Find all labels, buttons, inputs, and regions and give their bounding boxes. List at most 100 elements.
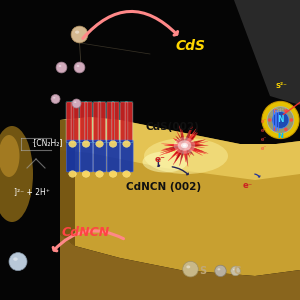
FancyBboxPatch shape — [80, 140, 93, 172]
Text: e⁻: e⁻ — [261, 146, 267, 151]
Polygon shape — [181, 126, 186, 146]
Polygon shape — [166, 145, 185, 154]
Polygon shape — [183, 139, 194, 146]
Circle shape — [74, 62, 85, 73]
Polygon shape — [184, 139, 192, 146]
Text: N: N — [278, 134, 284, 140]
Polygon shape — [160, 145, 185, 153]
Polygon shape — [177, 145, 185, 151]
Polygon shape — [182, 140, 186, 146]
Polygon shape — [182, 146, 187, 162]
Polygon shape — [184, 143, 194, 148]
Ellipse shape — [13, 257, 18, 261]
Polygon shape — [183, 126, 191, 146]
FancyBboxPatch shape — [67, 102, 73, 142]
Ellipse shape — [109, 141, 117, 147]
Polygon shape — [167, 144, 184, 147]
Polygon shape — [184, 145, 200, 152]
FancyBboxPatch shape — [80, 102, 87, 142]
Ellipse shape — [0, 135, 20, 177]
Text: e⁻: e⁻ — [261, 128, 267, 133]
Ellipse shape — [144, 138, 228, 174]
Ellipse shape — [123, 141, 130, 147]
Polygon shape — [183, 145, 191, 155]
Polygon shape — [184, 145, 202, 153]
Polygon shape — [176, 136, 186, 146]
Ellipse shape — [142, 152, 188, 172]
Polygon shape — [173, 145, 187, 165]
Text: CdNCN: CdNCN — [61, 226, 110, 239]
Polygon shape — [60, 234, 300, 300]
Polygon shape — [184, 145, 194, 148]
Polygon shape — [159, 145, 185, 156]
Polygon shape — [183, 130, 197, 146]
Polygon shape — [183, 146, 186, 160]
Polygon shape — [182, 145, 187, 151]
Polygon shape — [164, 144, 184, 147]
Text: S²⁻: S²⁻ — [275, 82, 287, 88]
Ellipse shape — [269, 110, 281, 117]
Polygon shape — [184, 145, 203, 151]
Polygon shape — [184, 145, 203, 156]
Polygon shape — [175, 143, 185, 148]
Polygon shape — [184, 144, 208, 147]
Polygon shape — [181, 134, 187, 146]
Ellipse shape — [186, 266, 190, 268]
Circle shape — [71, 26, 88, 43]
Polygon shape — [183, 140, 186, 146]
Polygon shape — [172, 144, 187, 157]
Polygon shape — [184, 144, 196, 152]
Polygon shape — [184, 145, 190, 150]
Text: N: N — [277, 116, 284, 124]
Polygon shape — [60, 120, 75, 246]
Polygon shape — [184, 145, 205, 148]
Polygon shape — [182, 145, 188, 155]
Ellipse shape — [69, 141, 76, 147]
Polygon shape — [174, 139, 185, 146]
Ellipse shape — [75, 31, 79, 34]
Circle shape — [262, 101, 299, 139]
Circle shape — [267, 106, 294, 134]
Circle shape — [272, 112, 289, 128]
Circle shape — [284, 109, 288, 112]
Polygon shape — [234, 0, 300, 105]
FancyBboxPatch shape — [94, 102, 100, 142]
Polygon shape — [184, 143, 200, 147]
FancyBboxPatch shape — [99, 102, 105, 142]
Polygon shape — [183, 146, 186, 150]
FancyBboxPatch shape — [72, 102, 78, 142]
Polygon shape — [183, 128, 197, 146]
Text: Cd²⁺: Cd²⁺ — [273, 109, 288, 113]
Circle shape — [183, 261, 198, 277]
Polygon shape — [179, 140, 186, 146]
Polygon shape — [175, 145, 186, 163]
Polygon shape — [161, 144, 184, 146]
Polygon shape — [184, 144, 206, 154]
Circle shape — [284, 128, 288, 131]
Ellipse shape — [174, 137, 195, 154]
Polygon shape — [183, 141, 186, 146]
Text: e⁻: e⁻ — [242, 182, 253, 190]
Ellipse shape — [96, 171, 103, 177]
Ellipse shape — [82, 141, 90, 147]
Polygon shape — [177, 145, 186, 154]
Polygon shape — [180, 145, 185, 148]
Polygon shape — [184, 141, 208, 146]
Ellipse shape — [233, 268, 236, 271]
Circle shape — [273, 109, 277, 112]
Polygon shape — [182, 146, 187, 149]
Ellipse shape — [109, 171, 117, 177]
Ellipse shape — [178, 140, 191, 151]
Ellipse shape — [53, 97, 56, 99]
FancyBboxPatch shape — [121, 102, 127, 142]
Polygon shape — [176, 145, 186, 156]
Polygon shape — [60, 117, 300, 180]
Polygon shape — [182, 145, 187, 159]
Text: C: C — [233, 266, 241, 276]
Polygon shape — [168, 145, 186, 161]
Circle shape — [268, 118, 272, 122]
Polygon shape — [177, 131, 185, 146]
Polygon shape — [179, 145, 187, 155]
Polygon shape — [183, 146, 186, 150]
Polygon shape — [184, 144, 203, 147]
